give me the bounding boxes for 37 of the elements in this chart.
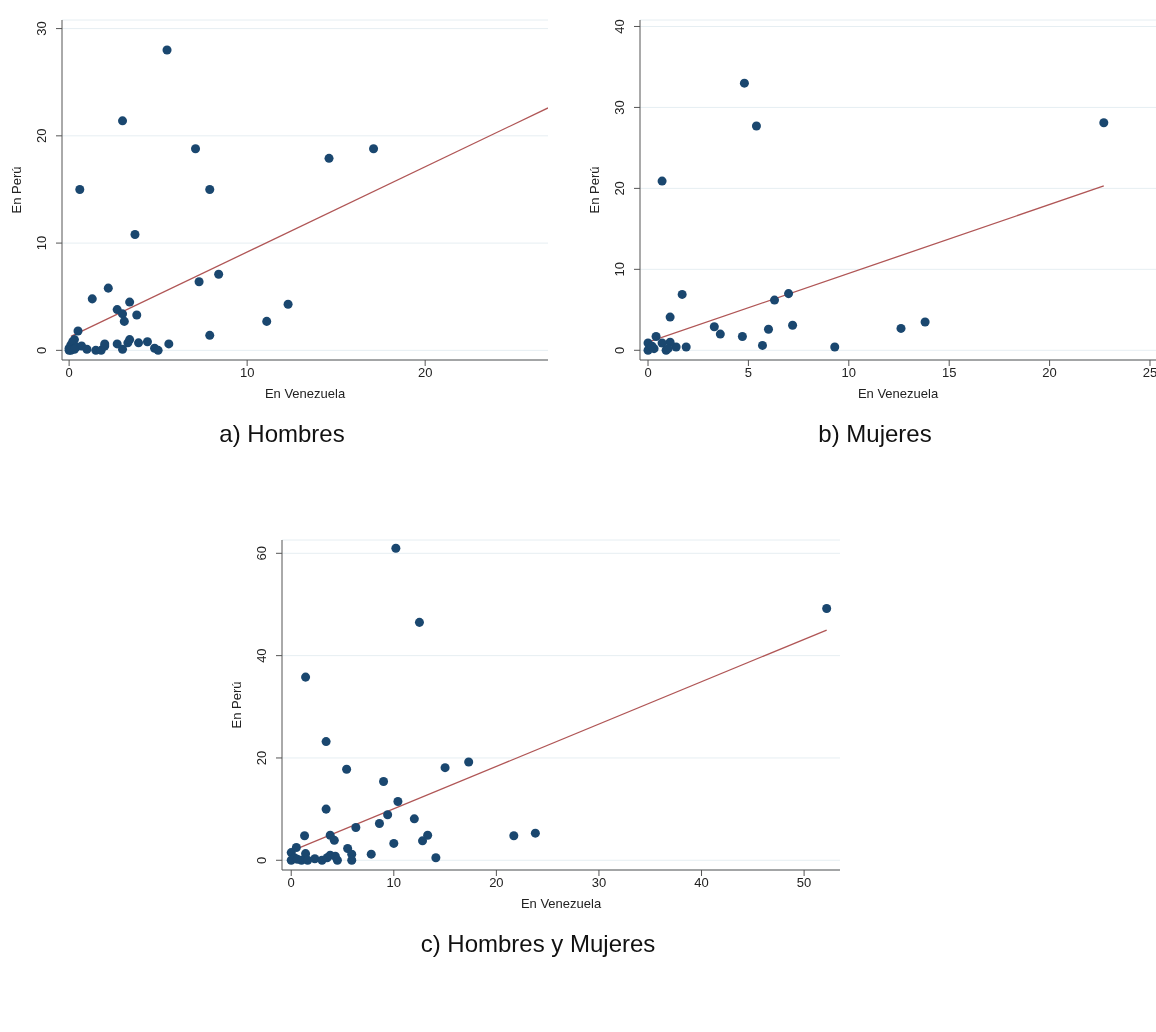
x-axis-title: En Venezuela [264,386,346,401]
y-tick-label: 0 [254,856,269,864]
y-tick-label: 40 [254,648,269,663]
y-tick-label: 30 [34,21,49,36]
y-axis-title: En Perú [228,681,244,729]
y-tick-label: 20 [254,750,269,766]
x-tick-label: 30 [591,875,607,891]
y-tick-label: 10 [34,235,49,251]
x-axis-title: En Venezuela [520,896,602,911]
x-tick-label: 50 [796,875,812,891]
y-tick-label: 0 [612,346,627,354]
text: a) Hombres [218,420,346,448]
y-tick-label: 60 [254,546,269,561]
x-tick-label: 20 [1042,365,1057,381]
x-axis-title: En Venezuela [857,386,939,401]
y-tick-label: 20 [612,181,627,196]
x-tick-label: 20 [489,875,504,891]
x-tick-label: 0 [65,365,73,381]
y-tick-label: 40 [612,19,627,34]
x-tick-label: 15 [941,365,957,381]
x-tick-label: 10 [386,875,402,891]
y-axis-title: En Perú [8,166,24,214]
x-tick-label: 0 [287,875,295,891]
y-tick-label: 0 [34,346,49,354]
x-tick-label: 10 [841,365,857,381]
y-tick-label: 30 [612,100,627,115]
y-tick-label: 20 [34,128,49,144]
x-tick-label: 25 [1142,365,1156,381]
x-tick-label: 5 [744,365,753,381]
x-tick-label: 0 [644,365,652,381]
text: c) Hombres y Mujeres [419,930,657,958]
x-tick-label: 10 [239,365,255,381]
x-tick-label: 40 [694,875,709,891]
y-tick-label: 10 [612,262,627,277]
x-tick-label: 20 [417,365,433,381]
y-axis-title: En Perú [586,166,602,214]
text: b) Mujeres [817,420,933,448]
